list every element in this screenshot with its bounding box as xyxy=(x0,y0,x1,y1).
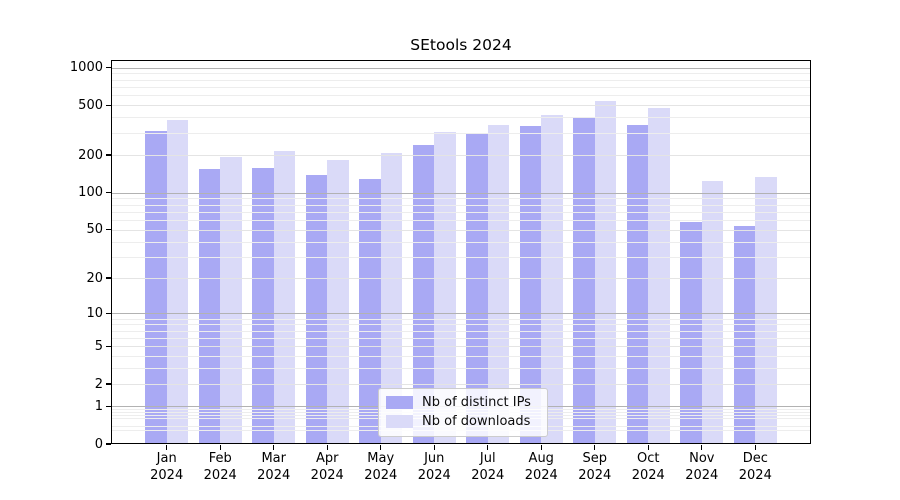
y-tick-label: 500 xyxy=(78,97,103,113)
bar-distinct-ips-sep xyxy=(573,118,595,444)
y-tick-label: 200 xyxy=(78,147,103,163)
bar-downloads-dec xyxy=(755,176,777,444)
x-tick-mark xyxy=(487,444,489,450)
x-tick-mark xyxy=(219,444,221,450)
y-tick-label: 100 xyxy=(78,185,103,201)
legend-label-distinct-ips: Nb of distinct IPs xyxy=(422,395,531,410)
y-tick-mark xyxy=(106,191,111,194)
legend-item-downloads: Nb of downloads xyxy=(386,414,538,429)
x-tick-mark xyxy=(433,444,435,450)
chart-title: SEtools 2024 xyxy=(410,36,512,54)
y-tick-mark xyxy=(106,443,111,445)
bars-layer xyxy=(111,60,811,444)
x-tick-label-may: May 2024 xyxy=(364,451,398,483)
y-tick-label: 20 xyxy=(86,270,103,286)
y-tick-mark xyxy=(106,229,111,231)
legend-swatch-distinct-ips xyxy=(386,396,413,409)
y-tick-mark xyxy=(106,154,111,156)
bar-distinct-ips-mar xyxy=(252,167,274,444)
bar-downloads-jan xyxy=(166,120,189,444)
x-tick-label-jul: Jul 2024 xyxy=(471,451,505,483)
x-tick-label-apr: Apr 2024 xyxy=(310,451,344,483)
x-tick-label-jan: Jan 2024 xyxy=(150,451,184,483)
x-tick-mark xyxy=(273,444,275,450)
legend-label-downloads: Nb of downloads xyxy=(422,414,531,429)
legend-item-distinct-ips: Nb of distinct IPs xyxy=(386,395,538,410)
y-tick-label: 50 xyxy=(86,222,103,238)
bar-downloads-feb xyxy=(220,157,242,444)
bar-distinct-ips-aug xyxy=(519,126,542,444)
y-tick-mark xyxy=(106,277,111,279)
bar-distinct-ips-may xyxy=(359,179,381,444)
y-tick-label: 1000 xyxy=(69,60,103,76)
bar-downloads-jun xyxy=(434,132,456,444)
x-tick-label-mar: Mar 2024 xyxy=(257,451,291,483)
x-tick-mark xyxy=(594,444,596,450)
x-tick-mark xyxy=(647,444,649,450)
bar-downloads-may xyxy=(380,153,403,444)
x-tick-label-jun: Jun 2024 xyxy=(417,451,451,483)
legend: Nb of distinct IPs Nb of downloads xyxy=(378,388,548,437)
bar-distinct-ips-nov xyxy=(680,221,702,444)
y-tick-label: 5 xyxy=(94,338,103,354)
bar-distinct-ips-dec xyxy=(733,225,756,444)
y-tick-mark xyxy=(106,104,111,106)
x-tick-mark xyxy=(380,444,382,450)
bar-downloads-aug xyxy=(541,114,563,444)
bar-downloads-nov xyxy=(701,181,724,444)
y-tick-label: 0 xyxy=(94,436,103,452)
legend-swatch-downloads xyxy=(386,415,413,428)
y-tick-mark xyxy=(106,383,111,385)
y-tick-label: 2 xyxy=(94,376,103,392)
x-tick-mark xyxy=(701,444,703,450)
plot-area xyxy=(111,60,811,444)
bar-distinct-ips-jan xyxy=(145,131,167,444)
y-tick-mark xyxy=(106,66,111,69)
x-tick-mark xyxy=(754,444,756,450)
x-tick-label-oct: Oct 2024 xyxy=(631,451,665,483)
y-tick-label: 1 xyxy=(94,398,103,414)
y-tick-mark xyxy=(106,405,111,407)
bar-downloads-apr xyxy=(327,159,349,444)
y-tick-mark xyxy=(106,345,111,348)
x-tick-label-feb: Feb 2024 xyxy=(203,451,237,483)
x-tick-label-aug: Aug 2024 xyxy=(524,451,558,483)
x-tick-mark xyxy=(166,444,168,450)
bar-distinct-ips-feb xyxy=(198,168,221,444)
bar-distinct-ips-apr xyxy=(305,175,328,444)
bar-distinct-ips-jul xyxy=(466,134,488,444)
x-tick-mark xyxy=(540,444,542,450)
x-tick-label-sep: Sep 2024 xyxy=(578,451,612,483)
x-tick-label-nov: Nov 2024 xyxy=(685,451,719,483)
bar-distinct-ips-oct xyxy=(626,125,649,444)
bar-downloads-oct xyxy=(648,108,670,444)
bar-downloads-mar xyxy=(273,150,296,444)
bar-downloads-sep xyxy=(594,100,617,444)
y-tick-label: 10 xyxy=(86,305,103,321)
y-tick-mark xyxy=(106,312,111,315)
x-tick-mark xyxy=(326,444,328,450)
x-tick-label-dec: Dec 2024 xyxy=(738,451,772,483)
